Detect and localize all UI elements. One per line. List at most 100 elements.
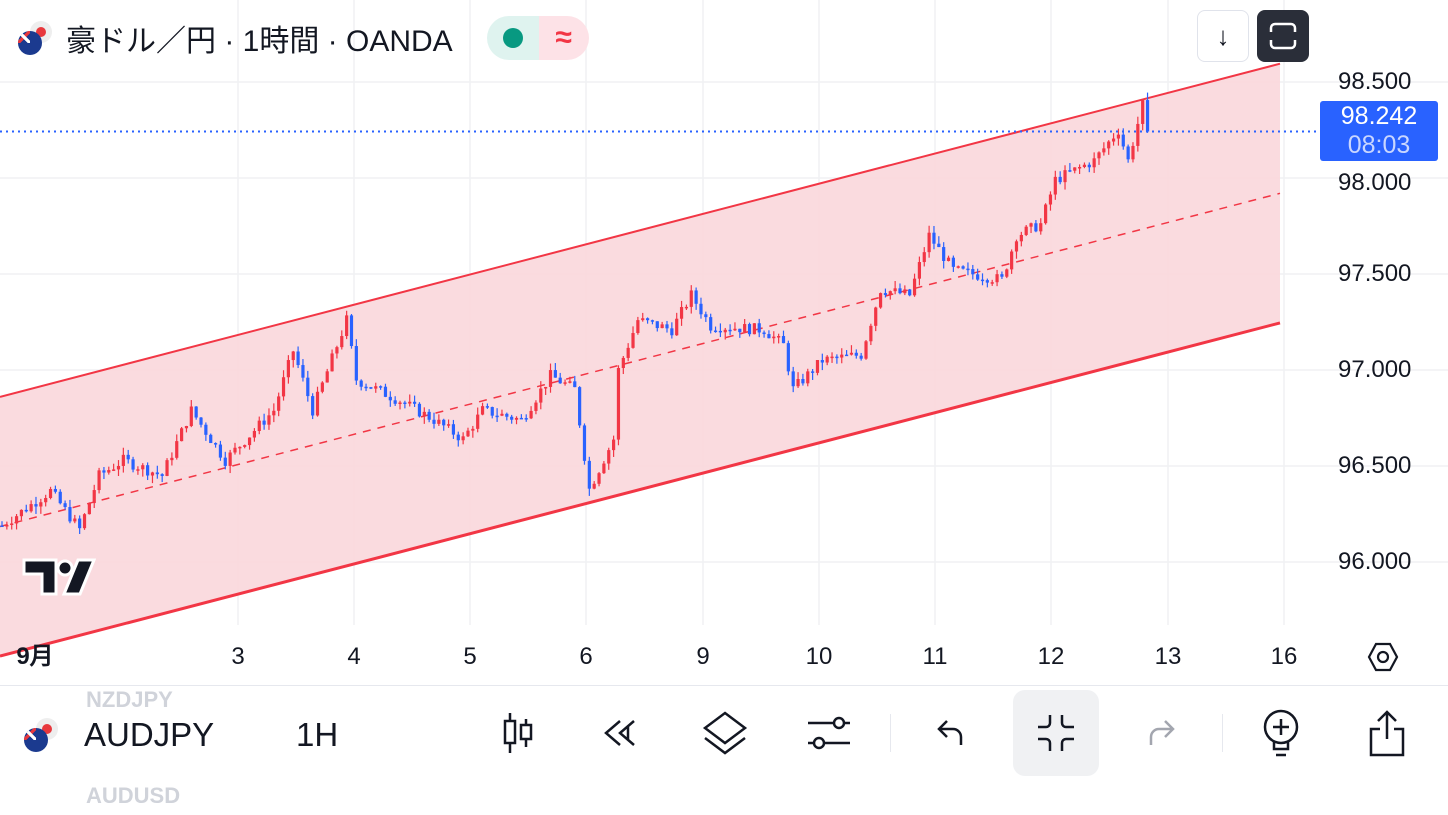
share-button[interactable] <box>1344 690 1430 776</box>
candle-body <box>723 329 727 333</box>
candle-body <box>325 371 329 383</box>
price-axis-label: 97.000 <box>1338 356 1412 383</box>
candle-body <box>277 396 281 411</box>
candle-body <box>534 402 538 411</box>
candle-body <box>403 402 407 405</box>
channel-upper-line <box>0 62 1281 398</box>
candle-body <box>24 509 28 512</box>
symbol-list-next[interactable]: AUDUSD <box>86 783 181 808</box>
candle-body <box>796 379 800 387</box>
price-axis-label: 98.000 <box>1338 169 1412 196</box>
candle-body <box>679 307 684 319</box>
candle-body <box>757 323 761 333</box>
price-chart[interactable] <box>0 0 1448 685</box>
bottom-toolbar: AUDJPY 1H <box>0 690 1448 780</box>
fullscreen-button[interactable] <box>1257 10 1309 62</box>
candle-body <box>44 497 48 503</box>
parallel-channel[interactable] <box>0 62 1281 658</box>
candle-body <box>1058 176 1062 183</box>
undo-icon <box>937 720 963 745</box>
candle-body <box>82 514 87 529</box>
channel-median-line <box>0 192 1281 528</box>
candle-body <box>495 415 499 418</box>
candle-body <box>340 336 344 348</box>
candle-body <box>548 370 553 387</box>
candle-body <box>1082 164 1087 168</box>
candle-body <box>1005 269 1009 277</box>
candle-body <box>961 266 965 269</box>
wave-icon: ≈ <box>538 16 589 60</box>
candle-body <box>762 332 766 335</box>
candle-body <box>296 351 300 366</box>
candle-body <box>408 401 412 404</box>
scroll-to-latest-button[interactable]: ↓ <box>1197 10 1249 62</box>
candle-body <box>0 525 4 528</box>
candle-body <box>840 354 844 358</box>
candle-body <box>480 406 485 415</box>
audjpy-flag-icon <box>18 21 52 55</box>
candle-body <box>893 288 897 292</box>
add-alert-button[interactable] <box>1238 690 1324 776</box>
chart-title: 豪ドル／円 · 1時間 · OANDA <box>66 25 453 58</box>
candle-body <box>825 356 829 363</box>
candle-body <box>471 428 475 431</box>
status-pill[interactable]: ≈ <box>486 16 589 60</box>
candle-body <box>922 252 926 263</box>
candle-body <box>412 401 417 404</box>
candle-body <box>228 452 232 466</box>
candle-body <box>116 465 121 470</box>
candle-body <box>1121 134 1125 147</box>
candle-body <box>995 274 999 283</box>
candle-body <box>301 365 305 378</box>
candle-body <box>155 472 159 475</box>
candle-body <box>976 274 980 280</box>
candle-body <box>1010 251 1014 270</box>
candle-body <box>461 436 465 441</box>
price-axis-label: 97.500 <box>1338 260 1412 287</box>
candle-body <box>519 417 523 420</box>
candle-body <box>29 504 33 512</box>
candle-body <box>670 328 674 336</box>
candle-body <box>835 356 839 359</box>
candle-body <box>349 315 354 347</box>
axis-settings-button[interactable] <box>1366 640 1400 679</box>
undo-button[interactable] <box>908 690 994 776</box>
replay-button[interactable] <box>577 690 663 776</box>
candle-body <box>1073 167 1077 171</box>
candle-body <box>806 371 810 384</box>
candle-body <box>345 315 349 337</box>
symbol-list-prev[interactable]: NZDJPY <box>86 687 173 712</box>
candle-body <box>1044 204 1048 224</box>
chart-type-button[interactable] <box>475 690 561 776</box>
candle-body <box>379 386 383 388</box>
candle-body <box>636 320 640 334</box>
time-axis-label: 9月 <box>16 643 54 670</box>
candle-body <box>568 381 572 383</box>
redo-button[interactable] <box>1118 690 1204 776</box>
indicators-settings-button[interactable] <box>786 690 872 776</box>
candle-body <box>713 330 718 333</box>
chart-header[interactable]: 豪ドル／円 · 1時間 · OANDA ≈ <box>18 16 589 60</box>
timeframe-button[interactable]: 1H <box>296 716 339 753</box>
candle-body <box>704 314 708 318</box>
candle-body <box>1000 274 1004 277</box>
exit-fullscreen-button[interactable] <box>1013 690 1099 776</box>
candle-body <box>112 469 116 471</box>
candle-body <box>354 346 358 381</box>
candle-body <box>359 380 363 387</box>
candle-body <box>5 525 9 527</box>
candle-body <box>286 360 290 378</box>
candle-body <box>811 371 815 373</box>
candle-body <box>529 410 533 419</box>
time-axis-label: 3 <box>231 643 245 670</box>
candle-body <box>1087 164 1091 168</box>
symbol-button[interactable]: AUDJPY <box>84 716 215 753</box>
candle-body <box>442 419 446 426</box>
layers-button[interactable] <box>682 690 768 776</box>
candle-body <box>587 460 591 489</box>
candle-body <box>951 257 955 267</box>
candle-body <box>626 347 630 358</box>
candle-body <box>233 447 237 453</box>
candle-body <box>73 518 77 522</box>
candle-body <box>146 465 150 476</box>
